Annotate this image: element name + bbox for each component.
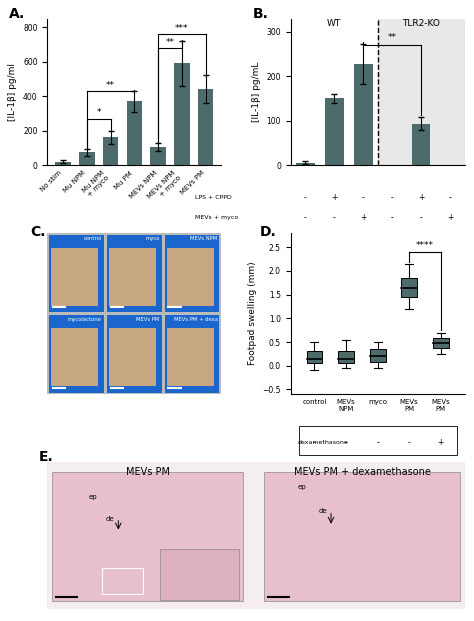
Text: *: *: [96, 108, 101, 117]
Text: B.: B.: [253, 7, 268, 21]
Text: ***: ***: [175, 24, 189, 33]
Y-axis label: Footpad swelling (mm): Footpad swelling (mm): [248, 262, 257, 365]
Bar: [165, 315, 219, 392]
Bar: [52, 473, 244, 601]
Text: MEVs + myco: MEVs + myco: [195, 215, 238, 220]
Text: E.: E.: [39, 450, 54, 465]
Bar: [101, 568, 143, 594]
Text: -: -: [333, 213, 336, 222]
Y-axis label: [IL-1β] pg/mL: [IL-1β] pg/mL: [252, 61, 261, 122]
Bar: [55, 161, 71, 165]
Text: mycolactone: mycolactone: [68, 317, 102, 322]
Text: control: control: [83, 237, 102, 242]
Text: D.: D.: [259, 225, 276, 239]
Text: A.: A.: [9, 7, 26, 21]
Bar: [325, 99, 344, 165]
Bar: [296, 163, 315, 165]
Text: -: -: [391, 213, 393, 222]
Text: +: +: [438, 438, 444, 447]
Text: C.: C.: [30, 225, 46, 239]
Text: LPS + CPPD: LPS + CPPD: [195, 195, 232, 200]
Text: -: -: [345, 438, 347, 447]
Bar: [150, 147, 166, 165]
Bar: [49, 235, 104, 312]
Bar: [370, 349, 385, 363]
Bar: [167, 328, 214, 386]
Text: +: +: [418, 193, 424, 202]
Bar: [411, 124, 430, 165]
Bar: [165, 235, 219, 312]
Text: -: -: [313, 438, 316, 447]
Bar: [49, 315, 104, 392]
Text: TLR2-KO: TLR2-KO: [402, 19, 440, 27]
Bar: [107, 235, 162, 312]
Bar: [51, 248, 99, 306]
Bar: [79, 152, 94, 165]
Text: MEVs PM: MEVs PM: [126, 466, 170, 476]
Text: -: -: [391, 193, 393, 202]
Text: MEVs PM + dexamethasone: MEVs PM + dexamethasone: [294, 466, 431, 476]
Text: **: **: [106, 81, 115, 89]
Text: WT: WT: [327, 19, 341, 27]
Text: +: +: [331, 193, 337, 202]
Text: -: -: [449, 193, 451, 202]
Y-axis label: [IL-1β] pg/ml: [IL-1β] pg/ml: [9, 63, 18, 121]
Text: de: de: [106, 516, 114, 522]
Bar: [198, 89, 213, 165]
Bar: [109, 248, 156, 306]
Bar: [307, 351, 322, 363]
Text: MEVs NPM: MEVs NPM: [191, 237, 218, 242]
Bar: [354, 64, 373, 165]
Bar: [433, 338, 449, 348]
Text: **: **: [165, 37, 174, 47]
Bar: [127, 101, 142, 165]
Bar: [167, 248, 214, 306]
Text: +: +: [360, 213, 366, 222]
Text: -: -: [408, 438, 410, 447]
Text: ep: ep: [298, 484, 306, 489]
Text: -: -: [362, 193, 365, 202]
Bar: [299, 427, 456, 455]
Bar: [160, 548, 239, 600]
Text: -: -: [376, 438, 379, 447]
Text: ****: ****: [416, 241, 434, 250]
Bar: [103, 137, 118, 165]
Text: MEVs PM + dexa: MEVs PM + dexa: [174, 317, 218, 322]
Bar: [401, 278, 417, 297]
Text: myco: myco: [146, 237, 160, 242]
Bar: [51, 328, 99, 386]
Text: ep: ep: [89, 494, 98, 500]
Text: **: **: [388, 33, 397, 42]
Bar: [378, 19, 465, 165]
Text: -: -: [304, 213, 307, 222]
Bar: [338, 351, 354, 363]
Bar: [174, 63, 190, 165]
Bar: [264, 473, 460, 601]
Text: +: +: [447, 213, 453, 222]
Text: dexamethasone: dexamethasone: [298, 440, 349, 445]
Text: MEVs PM: MEVs PM: [137, 317, 160, 322]
Bar: [107, 315, 162, 392]
Text: de: de: [319, 509, 327, 514]
Bar: [109, 328, 156, 386]
Text: -: -: [419, 213, 422, 222]
Text: -: -: [304, 193, 307, 202]
